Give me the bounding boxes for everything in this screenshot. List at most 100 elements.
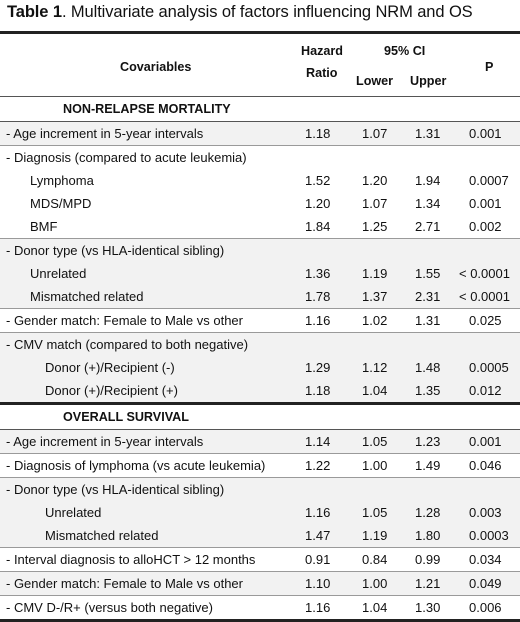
row-ci-upper: 2.31 — [415, 289, 441, 304]
table-row: - Gender match: Female to Male vs other … — [0, 572, 520, 596]
row-ci-upper: 1.34 — [415, 196, 441, 211]
row-ci-upper: 0.99 — [415, 552, 441, 567]
row-ci-upper: 1.94 — [415, 173, 441, 188]
row-hazard-ratio: 1.16 — [305, 505, 331, 520]
row-hazard-ratio: 1.22 — [305, 458, 331, 473]
row-hazard-ratio: 1.36 — [305, 266, 331, 281]
table-row: - Diagnosis of lymphoma (vs acute leukem… — [0, 454, 520, 478]
row-hazard-ratio: 1.84 — [305, 219, 331, 234]
row-p-value: 0.002 — [469, 219, 502, 234]
header-ci: 95% CI — [384, 44, 426, 58]
row-ci-upper: 1.35 — [415, 383, 441, 398]
table-caption-text: . Multivariate analysis of factors influ… — [61, 3, 473, 21]
row-hazard-ratio: 1.18 — [305, 126, 331, 141]
row-label: - Diagnosis of lymphoma (vs acute leukem… — [6, 458, 266, 473]
row-p-value: 0.034 — [469, 552, 502, 567]
row-hazard-ratio: 1.16 — [305, 313, 331, 328]
table-row: - Donor type (vs HLA-identical sibling) — [0, 239, 520, 262]
row-hazard-ratio: 1.29 — [305, 360, 331, 375]
row-hazard-ratio: 1.78 — [305, 289, 331, 304]
header-rule — [0, 96, 520, 97]
results-table: Covariables Hazard Ratio 95% CI Lower Up… — [0, 31, 520, 622]
row-label: - Diagnosis (compared to acute leukemia) — [6, 150, 247, 165]
row-hazard-ratio: 1.10 — [305, 576, 331, 591]
header-lower: Lower — [356, 74, 394, 88]
row-hazard-ratio: 1.16 — [305, 600, 331, 615]
row-label: Donor (+)/Recipient (-) — [45, 360, 175, 375]
row-label: - CMV D-/R+ (versus both negative) — [6, 600, 213, 615]
row-ci-upper: 1.48 — [415, 360, 441, 375]
row-p-value: 0.0003 — [469, 528, 509, 543]
row-p-value: 0.006 — [469, 600, 502, 615]
table-row: MDS/MPD 1.20 1.07 1.34 0.001 — [0, 192, 520, 215]
table-caption-label: Table 1 — [7, 3, 62, 21]
row-ci-lower: 1.25 — [362, 219, 388, 234]
table-row: Mismatched related 1.47 1.19 1.80 0.0003 — [0, 524, 520, 548]
row-label: - Donor type (vs HLA-identical sibling) — [6, 482, 225, 497]
table-row: - Diagnosis (compared to acute leukemia) — [0, 146, 520, 169]
row-label: - Donor type (vs HLA-identical sibling) — [6, 243, 225, 258]
top-rule — [0, 31, 520, 34]
row-ci-upper: 1.49 — [415, 458, 441, 473]
row-label: Donor (+)/Recipient (+) — [45, 383, 178, 398]
section-title-nrm: NON-RELAPSE MORTALITY — [0, 97, 520, 122]
row-label: - Age increment in 5-year intervals — [6, 126, 204, 141]
row-label: Lymphoma — [30, 173, 94, 188]
table-row: - Gender match: Female to Male vs other … — [0, 309, 520, 333]
table-row: Mismatched related 1.78 1.37 2.31 < 0.00… — [0, 285, 520, 309]
row-p-value: < 0.0001 — [459, 289, 510, 304]
table-row: - Age increment in 5-year intervals 1.18… — [0, 122, 520, 146]
row-p-value: 0.046 — [469, 458, 502, 473]
table-caption: Table 1. Multivariate analysis of factor… — [7, 3, 473, 22]
header-upper: Upper — [410, 74, 447, 88]
table-row: - Donor type (vs HLA-identical sibling) — [0, 478, 520, 501]
row-label: BMF — [30, 219, 58, 234]
row-hazard-ratio: 1.52 — [305, 173, 331, 188]
table-row: Unrelated 1.36 1.19 1.55 < 0.0001 — [0, 262, 520, 285]
row-ci-lower: 1.05 — [362, 505, 388, 520]
row-ci-upper: 1.23 — [415, 434, 441, 449]
row-label: - CMV match (compared to both negative) — [6, 337, 249, 352]
row-label: - Interval diagnosis to alloHCT > 12 mon… — [6, 552, 256, 567]
row-hazard-ratio: 1.20 — [305, 196, 331, 211]
row-p-value: 0.001 — [469, 126, 502, 141]
table-row: Unrelated 1.16 1.05 1.28 0.003 — [0, 501, 520, 524]
table-header: Covariables Hazard Ratio 95% CI Lower Up… — [0, 34, 520, 96]
table-row: Donor (+)/Recipient (+) 1.18 1.04 1.35 0… — [0, 379, 520, 402]
row-ci-lower: 1.19 — [362, 528, 388, 543]
row-p-value: 0.0007 — [469, 173, 509, 188]
row-label: Mismatched related — [45, 528, 159, 543]
row-ci-upper: 1.31 — [415, 126, 441, 141]
table-row: - Interval diagnosis to alloHCT > 12 mon… — [0, 548, 520, 572]
table-row: - CMV D-/R+ (versus both negative) 1.16 … — [0, 596, 520, 619]
table-row: Lymphoma 1.52 1.20 1.94 0.0007 — [0, 169, 520, 192]
row-ci-lower: 1.37 — [362, 289, 388, 304]
row-p-value: 0.012 — [469, 383, 502, 398]
row-ci-lower: 1.12 — [362, 360, 388, 375]
row-ci-lower: 1.00 — [362, 458, 388, 473]
row-p-value: 0.025 — [469, 313, 502, 328]
header-p: P — [485, 60, 494, 74]
table-row: - Age increment in 5-year intervals 1.14… — [0, 430, 520, 454]
header-hazard-line2: Ratio — [306, 66, 338, 80]
table-row: Donor (+)/Recipient (-) 1.29 1.12 1.48 0… — [0, 356, 520, 379]
row-ci-upper: 2.71 — [415, 219, 441, 234]
row-ci-upper: 1.31 — [415, 313, 441, 328]
row-p-value: < 0.0001 — [459, 266, 510, 281]
row-ci-upper: 1.21 — [415, 576, 441, 591]
row-hazard-ratio: 1.14 — [305, 434, 331, 449]
row-ci-lower: 1.04 — [362, 600, 388, 615]
row-hazard-ratio: 1.47 — [305, 528, 331, 543]
row-ci-lower: 1.20 — [362, 173, 388, 188]
row-ci-lower: 1.07 — [362, 196, 388, 211]
table-row: - CMV match (compared to both negative) — [0, 333, 520, 356]
row-ci-upper: 1.28 — [415, 505, 441, 520]
row-hazard-ratio: 0.91 — [305, 552, 331, 567]
row-ci-upper: 1.80 — [415, 528, 441, 543]
row-ci-lower: 1.07 — [362, 126, 388, 141]
header-hazard-line1: Hazard — [301, 44, 343, 58]
row-ci-lower: 1.05 — [362, 434, 388, 449]
row-label: MDS/MPD — [30, 196, 92, 211]
row-label: Unrelated — [30, 266, 87, 281]
row-label: Mismatched related — [30, 289, 144, 304]
